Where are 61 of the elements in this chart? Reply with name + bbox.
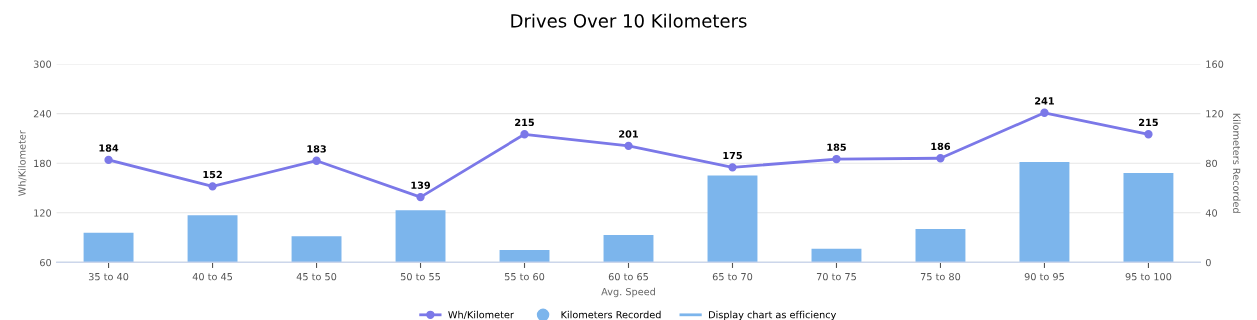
legend-label: Kilometers Recorded [561,310,661,319]
point [832,154,841,164]
point [1144,130,1153,139]
y-tick-label: 300 [33,60,52,68]
point [728,163,737,172]
point [1040,108,1049,117]
point [312,156,321,165]
bar [395,210,446,263]
point [936,154,945,163]
data-label: 215 [515,118,534,127]
data-label: 184 [99,144,119,152]
bar [499,250,550,263]
y2-tick-label: 160 [1206,60,1224,68]
data-label: 175 [723,151,742,160]
x-tick-label: 40 to 45 [192,272,233,281]
y2-tick-label: 120 [1206,110,1224,118]
point [520,130,529,139]
bar [915,228,966,263]
bar [187,215,238,263]
x-tick-label: 65 to 70 [712,272,753,281]
chart-title: Drives Over 10 Kilometers [511,13,747,28]
bar [291,236,342,263]
data-label: 183 [307,145,326,153]
y2-tick-label: 40 [1205,209,1218,217]
data-label: 186 [931,142,951,151]
x-tick-label: 45 to 50 [296,272,337,281]
y-tick-label: 60 [40,258,52,267]
point [208,182,217,191]
legend-label: Display chart as efficiency [709,310,837,320]
bar [1123,173,1174,263]
y-tick-label: 180 [34,159,52,168]
data-label: 201 [619,130,638,138]
y2-tick-label: 80 [1205,159,1218,168]
bar [1019,161,1070,263]
y2-axis-title: Kilometers Recorded [1232,113,1241,213]
data-label: 185 [827,143,846,151]
x-tick-label: 55 to 60 [504,272,545,281]
x-tick-label: 75 to 80 [920,272,961,281]
legend-label: Wh/Kilometer [448,310,514,320]
data-label: 241 [1035,97,1054,105]
x-tick-label: 70 to 75 [816,272,856,281]
bar [603,235,654,263]
bar [707,175,758,263]
x-axis-title: Avg. Speed [601,287,655,298]
x-tick-label: 95 to 100 [1125,272,1172,281]
point [624,141,633,151]
x-tick-label: 90 to 95 [1024,272,1064,281]
y-tick-label: 120 [34,209,52,217]
point [416,192,425,202]
point [104,155,113,165]
y-axis-title: Wh/Kilometer [18,130,27,196]
data-label: 152 [203,170,222,179]
bar [83,232,134,263]
x-tick-label: 50 to 55 [400,272,441,281]
x-tick-label: 35 to 40 [88,272,129,281]
bar [811,248,862,263]
y2-tick-label: 0 [1205,258,1211,267]
data-label: 139 [411,181,431,189]
x-tick-label: 60 to 65 [608,272,648,281]
y-tick-label: 240 [33,110,52,118]
data-label: 215 [1139,118,1158,127]
